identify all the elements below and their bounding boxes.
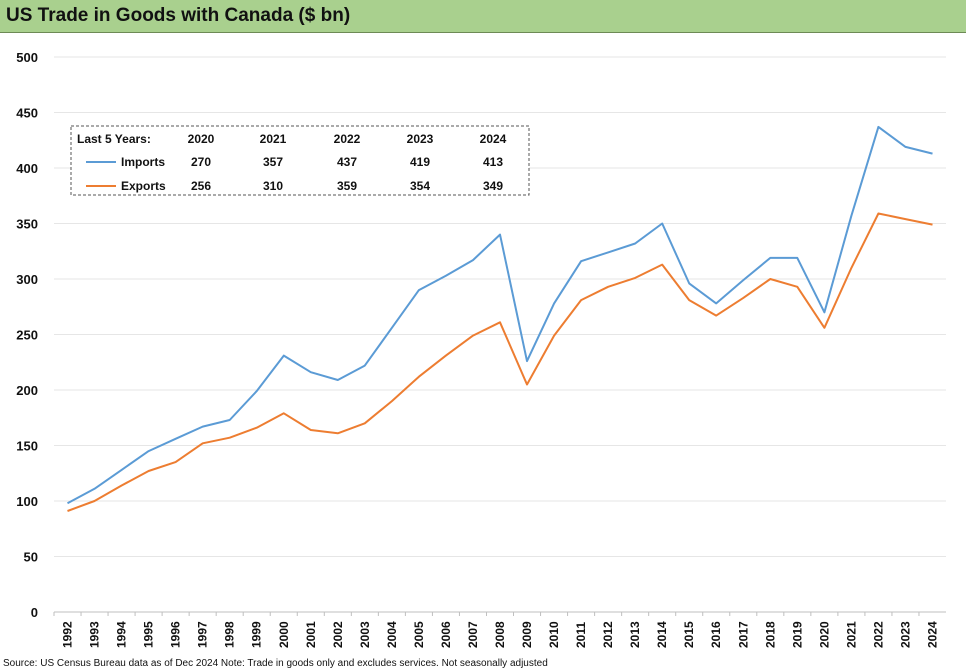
y-tick-label: 500 <box>16 50 38 65</box>
y-axis: 0 50 100 150 200 250 300 350 400 450 500 <box>16 50 38 620</box>
x-tick-label: 2011 <box>574 622 588 648</box>
legend-value: 349 <box>483 179 503 193</box>
legend-value: 357 <box>263 155 283 169</box>
x-tick-label: 2016 <box>709 621 723 648</box>
title-bar: US Trade in Goods with Canada ($ bn) <box>0 0 966 33</box>
x-tick-label: 2013 <box>628 621 642 648</box>
legend-year: 2021 <box>260 132 287 146</box>
y-tick-label: 300 <box>16 272 38 287</box>
x-tick-label: 2014 <box>655 621 669 648</box>
y-tick-label: 50 <box>24 550 38 565</box>
legend-value: 256 <box>191 179 211 193</box>
y-tick-label: 250 <box>16 328 38 343</box>
x-tick-label: 2019 <box>790 621 804 648</box>
legend-header-label: Last 5 Years: <box>77 132 151 146</box>
legend-value: 354 <box>410 179 430 193</box>
y-tick-label: 400 <box>16 161 38 176</box>
series-lines <box>67 125 933 512</box>
x-tick-label: 2015 <box>682 621 696 648</box>
x-tick-label: 2006 <box>439 621 453 648</box>
x-tick-label: 2003 <box>358 621 372 648</box>
legend-value: 419 <box>410 155 430 169</box>
x-tick-label: 2001 <box>304 621 318 648</box>
legend-box <box>70 125 530 196</box>
legend-year: 2024 <box>480 132 507 146</box>
x-tick-label: 1994 <box>115 621 129 648</box>
x-tick-label: 2023 <box>898 621 912 648</box>
x-tick-label: 1995 <box>142 621 156 648</box>
y-tick-label: 150 <box>16 439 38 454</box>
x-tick-label: 2009 <box>520 621 534 648</box>
y-tick-label: 0 <box>31 605 38 620</box>
x-tick-label: 1996 <box>169 621 183 648</box>
y-tick-label: 100 <box>16 494 38 509</box>
x-tick-label: 2018 <box>763 621 777 648</box>
legend-value: 270 <box>191 155 211 169</box>
chart-title: US Trade in Goods with Canada ($ bn) <box>6 5 351 26</box>
x-tick-label: 2005 <box>412 621 426 648</box>
x-tick-label: 1998 <box>223 621 237 648</box>
x-tick-label: 2007 <box>466 621 480 648</box>
x-tick-label: 1993 <box>88 621 102 648</box>
legend-row-label: Exports <box>121 179 166 193</box>
legend-row-label: Imports <box>121 155 165 169</box>
y-tick-label: 450 <box>16 106 38 121</box>
y-tick-label: 200 <box>16 383 38 398</box>
x-tick-label: 1999 <box>250 621 264 648</box>
x-tick-label: 2002 <box>331 621 345 648</box>
x-tick-label: 1997 <box>196 621 210 648</box>
x-tick-label: 2004 <box>385 621 399 648</box>
x-tick-label: 2010 <box>547 621 561 648</box>
footer-note: Source: US Census Bureau data as of Dec … <box>3 658 548 669</box>
series-line-exports <box>67 212 933 512</box>
legend-value: 359 <box>337 179 357 193</box>
x-axis: 1992 1993 1994 1995 1996 1997 1998 1999 2000 2001… <box>53 612 939 648</box>
legend-value: 310 <box>263 179 283 193</box>
x-tick-label: 2000 <box>277 621 291 648</box>
legend-year: 2023 <box>407 132 434 146</box>
legend-year: 2022 <box>334 132 361 146</box>
x-tick-label: 2020 <box>817 621 831 648</box>
legend-table: Last 5 Years: 2020 2021 2022 2023 2024 Imports… <box>70 125 530 196</box>
x-tick-label: 2008 <box>493 621 507 648</box>
legend-value: 437 <box>337 155 357 169</box>
legend-year: 2020 <box>188 132 215 146</box>
legend-value: 413 <box>483 155 503 169</box>
x-tick-label: 2021 <box>844 621 858 648</box>
x-tick-label: 2017 <box>736 621 750 648</box>
x-tick-label: 2022 <box>871 621 885 648</box>
y-tick-label: 350 <box>16 217 38 232</box>
x-tick-label: 2024 <box>925 621 939 648</box>
x-tick-label: 1992 <box>61 621 75 648</box>
x-tick-label: 2012 <box>601 621 615 648</box>
